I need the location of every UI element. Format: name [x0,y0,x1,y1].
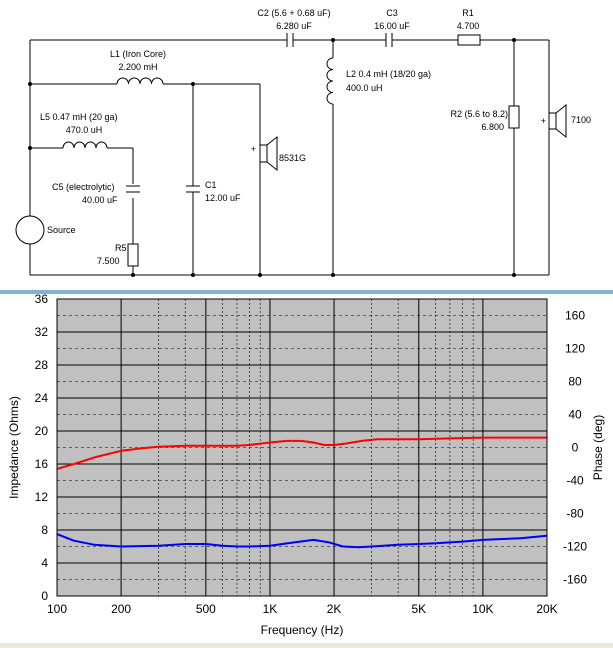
x-tick-label: 200 [111,602,131,616]
y2-tick-label: -80 [566,507,584,521]
y2-tick-label: -40 [566,474,584,488]
schematic-labels: L1 (Iron Core) 2.200 mH L5 0.47 mH (20 g… [40,8,591,266]
tweeter-label: 7100 [571,115,591,125]
r2-value: 6.800 [481,122,504,132]
l1-coil [116,77,164,85]
r1-name: R1 [462,8,474,18]
chart-svg: 0 4 8 12 16 20 24 28 32 36 -160 -120 -80 -40 0 40 80 120 1… [7,292,605,637]
woofer-plus-sign: + [251,144,256,154]
c5-value: 40.00 uF [82,195,118,205]
schematic-junctions [28,38,516,277]
y-tick-label: 8 [41,523,48,537]
y2-tick-label: -160 [563,573,587,587]
l1-value: 2.200 mH [118,62,157,72]
r2-name: R2 (5.6 to 8.2) [450,109,508,119]
polarity-marks: + + [251,116,546,154]
pane-splitter[interactable] [0,290,613,294]
impedance-phase-chart: 0 4 8 12 16 20 24 28 32 36 -160 -120 -80 -40 0 40 80 120 1… [0,292,613,643]
c1-name: C1 [205,180,217,190]
l5-value: 470.0 uH [66,125,103,135]
x-tick-label: 10K [472,602,493,616]
crossover-schematic: L1 (Iron Core) 2.200 mH L5 0.47 mH (20 g… [0,0,613,290]
y2-tick-label: 120 [565,342,585,356]
y2-axis-label: Phase (deg) [591,415,605,480]
c2-value: 6.280 uF [276,21,312,31]
y-tick-label: 20 [35,424,49,438]
y-tick-label: 24 [35,391,49,405]
l1-name: L1 (Iron Core) [110,49,166,59]
x-tick-label: 500 [196,602,216,616]
c2-name: C2 (5.6 + 0.68 uF) [257,8,330,18]
schematic-wires [15,33,567,276]
y-tick-label: 0 [41,589,48,603]
c3-value: 16.00 uF [374,21,410,31]
y-tick-label: 32 [35,325,49,339]
r1-value: 4.700 [457,21,480,31]
x-tick-label: 1K [263,602,278,616]
r5-name: R5 [115,243,127,253]
c3-name: C3 [386,8,398,18]
y-tick-label: 12 [35,490,49,504]
schematic-svg: L1 (Iron Core) 2.200 mH L5 0.47 mH (20 g… [15,8,591,277]
source-label: Source [47,225,76,235]
phase-curve [56,436,547,470]
y2-tick-label: 80 [568,375,582,389]
x-tick-label: 20K [536,602,557,616]
l5-name: L5 0.47 mH (20 ga) [40,112,118,122]
l2-name: L2 0.4 mH (18/20 ga) [346,69,431,79]
l2-coil [326,57,334,105]
x-tick-label: 100 [47,602,67,616]
chart-grid [57,299,547,596]
y2-tick-label: -120 [563,540,587,554]
y-axis-label: Impedance (Ohms) [7,396,21,499]
l5-coil [62,141,108,149]
y-tick-label: 4 [41,556,48,570]
y-tick-label: 16 [35,457,49,471]
tweeter-plus-sign: + [541,116,546,126]
x-tick-label: 2K [327,602,342,616]
r5-value: 7.500 [97,256,120,266]
l2-value: 400.0 uH [346,83,383,93]
x-axis-label: Frequency (Hz) [261,623,344,637]
y2-tick-label: 160 [565,309,585,323]
c1-value: 12.00 uF [205,193,241,203]
plot-frame [56,298,548,597]
tick-labels: 0 4 8 12 16 20 24 28 32 36 -160 -120 -80 -40 0 40 80 120 1… [35,292,588,616]
woofer-label: 8531G [279,153,306,163]
y-tick-label: 36 [35,294,49,306]
y-tick-label: 28 [35,358,49,372]
y2-tick-label: 40 [568,408,582,422]
impedance-curve [56,533,548,549]
chart-series [56,436,548,549]
x-tick-label: 5K [411,602,426,616]
c5-name: C5 (electrolytic) [52,182,115,192]
y2-tick-label: 0 [572,441,579,455]
